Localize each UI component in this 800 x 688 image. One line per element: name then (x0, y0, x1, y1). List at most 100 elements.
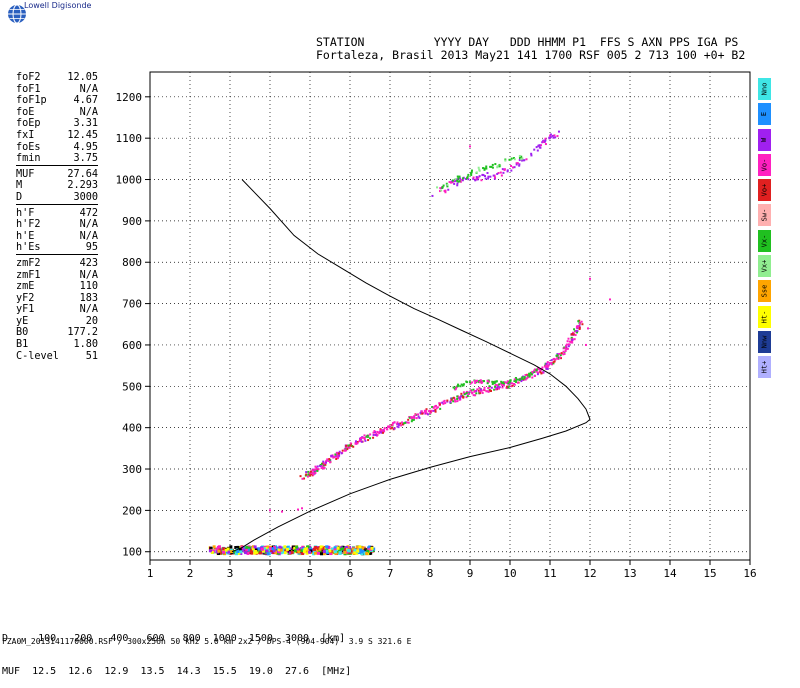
f-green-trace-point (457, 383, 460, 386)
es-layer-point (342, 548, 346, 552)
f-trace-point (341, 449, 344, 452)
es-layer-point (370, 546, 374, 550)
f-trace-point (541, 371, 544, 374)
f-echo-point (503, 169, 506, 172)
f-green-trace-point (537, 368, 540, 371)
y-tick-label: 100 (122, 546, 142, 559)
x-tick-label: 4 (267, 567, 274, 580)
f-trace-point (535, 370, 538, 373)
f-trace-point (401, 423, 404, 426)
f-trace-point (299, 475, 302, 478)
f-trace-point (460, 392, 463, 395)
f-trace-point (305, 471, 308, 474)
f-trace-point (539, 368, 542, 371)
f-echo-point (458, 177, 461, 180)
f-trace-point (408, 416, 411, 419)
f-green-trace-point (473, 379, 476, 382)
f-trace-point (548, 361, 551, 364)
f-trace-point (573, 333, 576, 336)
es-layer-point (348, 551, 352, 555)
f-green-trace-point (459, 385, 462, 388)
f-green-trace-point (534, 368, 537, 371)
f-trace-point (301, 477, 304, 480)
legend-swatch: W (758, 128, 771, 151)
f-trace-point (391, 423, 394, 426)
es-layer-point (260, 547, 264, 551)
f-trace-point (528, 375, 531, 378)
f-trace-point (575, 326, 578, 329)
f-trace-point (383, 427, 386, 430)
f-green-trace-point (514, 379, 517, 382)
f-green-trace-point (533, 369, 536, 372)
f-green-trace-point (506, 380, 509, 383)
f-trace-point (404, 421, 407, 424)
f-echo-point (443, 189, 446, 192)
f-echo-point (510, 169, 513, 172)
f-trace-point (432, 409, 435, 412)
legend-label: Vo+ (760, 183, 769, 197)
es-layer-point (341, 547, 345, 551)
f-trace-point (407, 418, 410, 421)
f-trace-point (307, 470, 310, 473)
f-trace-point (428, 410, 431, 413)
es-layer-point (276, 550, 280, 554)
legend-label: E (760, 112, 769, 117)
f-trace-point (383, 430, 386, 433)
f-echo-point (538, 144, 541, 147)
x-tick-label: 14 (663, 567, 677, 580)
f-trace-point (463, 393, 466, 396)
f-trace-point (574, 334, 577, 337)
f-echo-point (492, 174, 495, 177)
f-green-trace-point (465, 381, 468, 384)
f-trace-point (551, 363, 554, 366)
f-trace-point (553, 360, 556, 363)
x-tick-label: 3 (227, 567, 234, 580)
f-trace-point (307, 473, 310, 476)
es-layer-point (250, 551, 254, 555)
f-trace-point (319, 463, 322, 466)
es-layer-point (338, 551, 342, 555)
es-layer-point (358, 548, 362, 552)
legend-label: Nnw (760, 335, 769, 349)
es-layer-point (334, 551, 338, 555)
es-layer-point (226, 549, 230, 553)
es-layer-point (234, 552, 238, 556)
f-echo-green-point (513, 158, 516, 161)
f-trace-point (546, 361, 549, 364)
es-layer-point (338, 548, 342, 552)
f-trace-point (338, 450, 341, 453)
f-trace-point (316, 465, 319, 468)
es-layer-point (296, 550, 300, 554)
es-layer-point (245, 547, 249, 551)
f-trace-point (469, 389, 472, 392)
f-trace-point (314, 469, 317, 472)
f-trace-point (407, 421, 410, 424)
es-layer-point (336, 546, 340, 550)
f-trace-point (485, 390, 488, 393)
f-echo-green-point (478, 169, 481, 172)
f-trace-point (501, 383, 504, 386)
f-trace-point (363, 438, 366, 441)
es-layer-point (366, 549, 370, 553)
param-name: foEp (16, 118, 41, 130)
f-trace-point (550, 361, 553, 364)
f-green-trace-point (495, 380, 498, 383)
f-trace-point (439, 407, 442, 410)
f-echo-green-point (518, 157, 521, 160)
f-echo-point (450, 180, 453, 183)
es-layer-point (288, 551, 292, 555)
param-row: h'Es 95 (16, 242, 98, 254)
f-echo-green-point (466, 177, 469, 180)
f-trace-point (486, 390, 489, 393)
f-trace-point (520, 380, 523, 383)
es-layer-point (296, 547, 300, 551)
f-echo-point (444, 191, 447, 194)
f-trace-point (372, 433, 375, 436)
f-echo-point (450, 181, 453, 184)
f-trace-point (325, 461, 328, 464)
f-trace-point (393, 427, 396, 430)
es-layer-point (322, 550, 326, 554)
es-layer-point (306, 545, 310, 549)
es-layer-point (283, 551, 287, 555)
f-echo-point (459, 178, 462, 181)
